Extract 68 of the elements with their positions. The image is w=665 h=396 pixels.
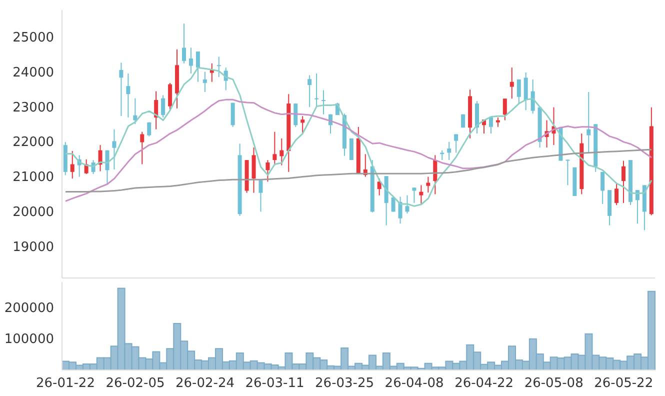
candlestick	[377, 178, 382, 196]
candlestick	[210, 62, 214, 82]
candlestick	[202, 71, 207, 93]
candlestick	[126, 73, 130, 118]
y-tick-label: 25000	[12, 30, 54, 46]
candlestick	[405, 194, 410, 214]
x-tick-label: 26-05-08	[524, 376, 584, 392]
x-tick-label: 26-03-25	[315, 376, 374, 392]
candlestick	[258, 180, 263, 212]
candlestick	[426, 176, 430, 194]
candlestick	[196, 51, 200, 82]
candlestick	[586, 92, 591, 154]
candlestick	[440, 150, 444, 161]
x-tick-label: 26-04-08	[384, 376, 444, 392]
y-tick-label: 22000	[12, 135, 54, 150]
candlestick	[454, 134, 458, 154]
candlestick	[272, 131, 277, 166]
candlestick	[502, 98, 507, 121]
candlestick	[133, 98, 138, 125]
x-tick-label: 26-02-05	[106, 376, 165, 392]
candlestick	[530, 78, 535, 114]
candlestick	[266, 160, 270, 182]
candlestick	[294, 103, 298, 128]
candlestick	[419, 184, 424, 206]
candlestick	[161, 94, 166, 118]
candlestick	[216, 56, 221, 78]
candlestick	[447, 141, 452, 161]
candlestick	[496, 116, 500, 128]
candlestick	[622, 160, 626, 204]
candlestick	[230, 102, 235, 128]
candlestick	[154, 90, 158, 130]
y-tick-label: 100000	[4, 332, 54, 348]
y-tick-label: 21000	[12, 170, 54, 186]
candlestick	[168, 82, 172, 112]
candlestick	[147, 122, 152, 137]
candlestick	[516, 78, 521, 105]
y-tick-label: 20000	[12, 204, 54, 220]
line-series	[64, 98, 652, 202]
x-tick-label: 26-01-22	[36, 376, 95, 392]
candlestick	[112, 128, 116, 170]
y-tick-label: 200000	[4, 300, 54, 316]
candlestick	[398, 196, 402, 224]
candlestick	[280, 138, 284, 166]
y-tick-label: 19000	[12, 240, 54, 255]
x-tick-label: 26-05-22	[594, 376, 654, 392]
candlestick	[600, 171, 605, 205]
x-tick-label: 26-03-11	[245, 376, 304, 392]
candlestick	[614, 182, 619, 206]
candlestick	[314, 73, 319, 108]
candlestick	[188, 47, 193, 74]
candlestick	[566, 159, 570, 186]
candlestick	[524, 72, 528, 111]
candlestick	[182, 23, 186, 64]
candlestick	[488, 116, 493, 134]
candlestick	[300, 116, 305, 135]
candlestick	[322, 90, 326, 115]
candlestick	[412, 187, 416, 204]
x-tick-label: 26-04-22	[454, 376, 514, 392]
line-series	[64, 148, 652, 193]
candlestick	[140, 131, 144, 165]
candlestick	[119, 62, 124, 117]
y-tick-label: 23000	[12, 100, 54, 116]
candlestick	[70, 150, 74, 180]
candlestick	[252, 146, 256, 194]
candlestick	[308, 74, 312, 108]
y-tick-label: 24000	[12, 65, 54, 80]
candlestick	[510, 67, 514, 100]
x-tick-label: 26-02-24	[176, 376, 235, 392]
